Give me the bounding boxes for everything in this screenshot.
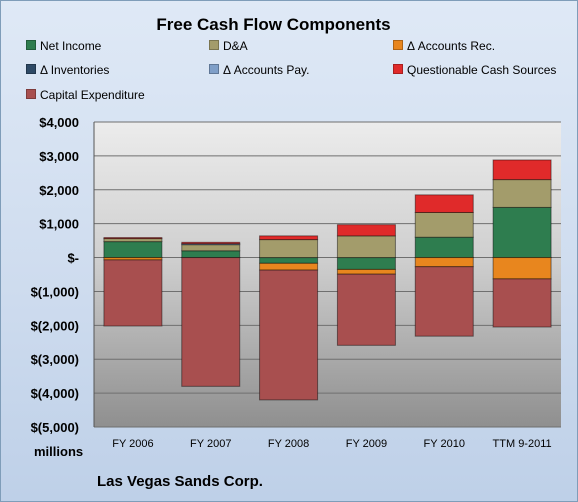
legend-label: Δ Inventories [40,63,110,77]
company-label: Las Vegas Sands Corp. [97,473,263,490]
x-tick-label: TTM 9-2011 [493,438,552,450]
bar-segment [259,262,319,271]
bar-segment [103,237,163,240]
legend-item: Δ Inventories [26,63,109,77]
bar-segment [414,257,474,268]
bar-segment [103,241,163,259]
bar-segment [259,257,319,264]
legend-label: Δ Accounts Rec. [407,39,496,53]
y-tick-label: $- [67,251,79,266]
legend-item: Questionable Cash Sources [393,63,556,77]
legend-swatch [26,89,36,99]
gridlines [94,121,561,428]
bar-segment [492,206,552,259]
bar-segment [414,236,474,259]
legend-label: Questionable Cash Sources [407,63,557,77]
bar-segment [414,211,474,238]
legend-label: D&A [223,39,248,53]
bar-segment [336,257,396,270]
legend-swatch [26,64,36,74]
legend-swatch [209,64,219,74]
x-tick-label: FY 2007 [190,438,231,450]
legend-item: D&A [209,39,248,53]
y-tick-label: $3,000 [39,149,79,164]
bar-segment [336,268,396,275]
bar-segment [492,257,552,280]
legend-item: Δ Accounts Pay. [209,63,310,77]
y-tick-label: $(5,000) [31,420,79,435]
bar-segment [414,194,474,213]
x-tick-label: FY 2009 [346,438,387,450]
bar-segment [336,273,396,346]
x-tick-label: FY 2010 [424,438,465,450]
bars [103,159,552,401]
legend-label: Capital Expenditure [40,88,145,102]
bar-segment [181,244,241,252]
bar-segment [414,266,474,337]
x-tick-label: FY 2008 [268,438,309,450]
bar-segment [492,179,552,208]
legend-item: Δ Accounts Rec. [393,39,495,53]
bar-segment [259,269,319,401]
units-label: millions [34,444,84,459]
bar-segment [181,250,241,259]
legend-swatch [393,64,403,74]
bar-segment [259,239,319,259]
x-tick-label: FY 2006 [112,438,153,450]
bar-segment [103,259,163,327]
bar-segment [492,159,552,181]
bar-segment [181,241,241,245]
y-tick-label: $2,000 [39,183,79,198]
y-axis: $4,000 $3,000 $2,000 $1,000 $- $(1,000) $(2,00… [31,115,95,435]
y-tick-label: $4,000 [39,115,79,130]
y-tick-label: $(4,000) [31,386,79,401]
legend-label: Δ Accounts Pay. [223,63,310,77]
chart-title: Free Cash Flow Components [156,15,391,34]
bar-segment [336,235,396,259]
legend-item: Net Income [26,39,101,53]
bar-segment [259,235,319,241]
legend-swatch [209,40,219,50]
legend-swatch [26,40,36,50]
y-tick-label: $1,000 [39,217,79,232]
x-axis: FY 2006 FY 2007 FY 2008 FY 2009 FY 2010 TTM 9… [112,438,551,450]
bar-segment [492,278,552,328]
legend-item: Capital Expenditure [26,88,145,102]
bar-segment [181,257,241,387]
bar-segment [336,224,396,237]
y-tick-label: $(3,000) [31,352,79,367]
legend-swatch [393,40,403,50]
plot-background [94,122,561,427]
y-tick-label: $(2,000) [31,318,79,333]
legend-label: Net Income [40,39,102,53]
y-tick-label: $(1,000) [31,284,79,299]
